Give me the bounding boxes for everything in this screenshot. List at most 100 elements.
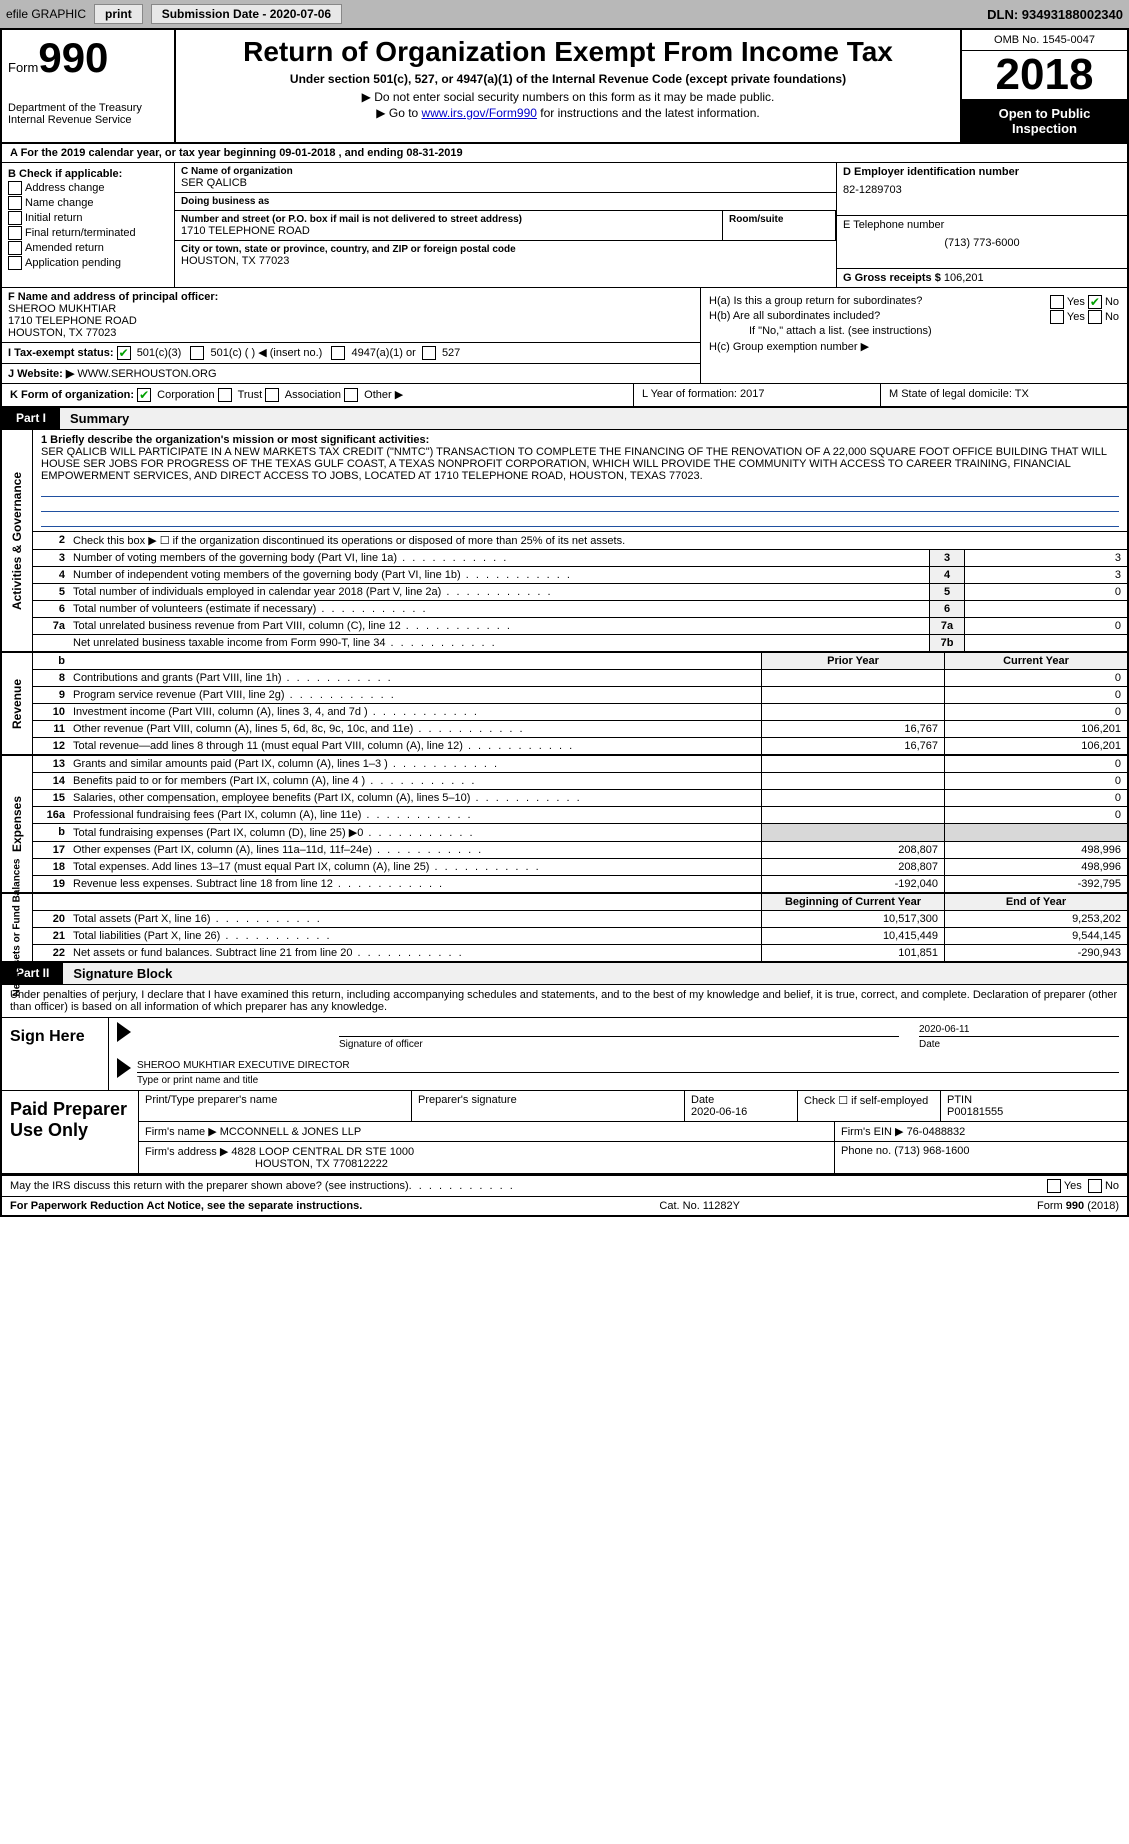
form-title: Return of Organization Exempt From Incom… [186, 36, 950, 68]
netassets-vlabel: Net Assets or Fund Balances [2, 894, 33, 961]
chk-other[interactable] [344, 388, 358, 402]
na-prior: 10,517,300 [761, 911, 944, 927]
gov-label: Total number of individuals employed in … [69, 584, 929, 600]
part-i-tag: Part I [2, 408, 60, 429]
arrow-icon-2 [117, 1058, 131, 1078]
chk-hb-yes[interactable] [1050, 310, 1064, 324]
rev-curr: 0 [944, 670, 1127, 686]
lbl-corp: Corporation [157, 389, 214, 401]
lbl-trust: Trust [238, 389, 263, 401]
chk-501c[interactable] [190, 346, 204, 360]
box-b: B Check if applicable: Address change Na… [2, 163, 175, 287]
rev-label: Contributions and grants (Part VIII, lin… [69, 670, 761, 686]
rev-curr: 106,201 [944, 721, 1127, 737]
paperwork-notice: For Paperwork Reduction Act Notice, see … [10, 1200, 362, 1212]
org-name: SER QALICB [181, 177, 830, 189]
chk-4947[interactable] [331, 346, 345, 360]
chk-ha-yes[interactable] [1050, 295, 1064, 309]
box-b-title: B Check if applicable: [8, 168, 168, 180]
gov-val: 0 [964, 584, 1127, 600]
mission-text: SER QALICB WILL PARTICIPATE IN A NEW MAR… [41, 446, 1119, 482]
gov-col: 7b [929, 635, 964, 651]
gov-col: 4 [929, 567, 964, 583]
chk-corp[interactable] [137, 388, 151, 402]
dept-treasury: Department of the TreasuryInternal Reven… [8, 102, 168, 126]
box-d-e-g: D Employer identification number 82-1289… [836, 163, 1127, 287]
na-label: Total liabilities (Part X, line 26) [69, 928, 761, 944]
section-f-h: F Name and address of principal officer:… [2, 288, 1127, 384]
row-k-l-m: K Form of organization: Corporation Trus… [2, 384, 1127, 408]
exp-prior [761, 807, 944, 823]
exp-prior: -192,040 [761, 876, 944, 892]
paid-preparer-block: Paid Preparer Use Only Print/Type prepar… [2, 1091, 1127, 1175]
chk-final-return[interactable] [8, 226, 22, 240]
dln-label: DLN: 93493188002340 [987, 7, 1123, 22]
lbl-yes2: Yes [1067, 311, 1085, 323]
lbl-name-change: Name change [25, 197, 94, 209]
print-button[interactable]: print [94, 4, 143, 24]
governance-section: Activities & Governance 1 Briefly descri… [2, 430, 1127, 653]
note2-pre: ▶ Go to [376, 106, 421, 120]
chk-app-pending[interactable] [8, 256, 22, 270]
tax-year: 2018 [962, 51, 1127, 100]
form-word: Form [8, 60, 38, 75]
open-to-public: Open to Public Inspection [962, 100, 1127, 142]
chk-name-change[interactable] [8, 196, 22, 210]
rev-prior [761, 687, 944, 703]
exp-label: Total expenses. Add lines 13–17 (must eq… [69, 859, 761, 875]
chk-ha-no[interactable] [1088, 295, 1102, 309]
chk-amended[interactable] [8, 241, 22, 255]
chk-address-change[interactable] [8, 181, 22, 195]
end-year-header: End of Year [944, 894, 1127, 910]
ha-label: H(a) Is this a group return for subordin… [709, 295, 922, 307]
chk-trust[interactable] [218, 388, 232, 402]
gov-val [964, 601, 1127, 617]
gov-val: 0 [964, 618, 1127, 634]
na-curr: 9,544,145 [944, 928, 1127, 944]
top-toolbar: efile GRAPHIC print Submission Date - 20… [0, 0, 1129, 28]
exp-prior: 208,807 [761, 859, 944, 875]
irs-link[interactable]: www.irs.gov/Form990 [422, 106, 537, 120]
firm-ein-label: Firm's EIN ▶ [841, 1126, 904, 1138]
firm-ein: 76-0488832 [907, 1126, 966, 1138]
sig-officer-label: Signature of officer [339, 1039, 899, 1050]
prep-name-header: Print/Type preparer's name [139, 1091, 412, 1121]
exp-prior [761, 824, 944, 841]
prep-date: 2020-06-16 [691, 1106, 747, 1118]
signature-block: Under penalties of perjury, I declare th… [2, 985, 1127, 1197]
lbl-address-change: Address change [25, 182, 105, 194]
header-center: Return of Organization Exempt From Incom… [176, 30, 960, 142]
gov-val: 3 [964, 550, 1127, 566]
chk-hb-no[interactable] [1088, 310, 1102, 324]
chk-501c3[interactable] [117, 346, 131, 360]
exp-curr: 0 [944, 756, 1127, 772]
na-prior: 10,415,449 [761, 928, 944, 944]
lbl-amended: Amended return [25, 242, 104, 254]
chk-initial-return[interactable] [8, 211, 22, 225]
gov-col: 3 [929, 550, 964, 566]
chk-discuss-yes[interactable] [1047, 1179, 1061, 1193]
prep-date-label: Date [691, 1094, 714, 1106]
rev-curr: 0 [944, 687, 1127, 703]
exp-curr: 498,996 [944, 842, 1127, 858]
ein-value: 82-1289703 [843, 184, 1121, 196]
na-curr: 9,253,202 [944, 911, 1127, 927]
year-formation: L Year of formation: 2017 [633, 384, 880, 406]
firm-addr-label: Firm's address ▶ [145, 1146, 228, 1158]
lbl-initial-return: Initial return [25, 212, 82, 224]
chk-discuss-no[interactable] [1088, 1179, 1102, 1193]
phone-value: (713) 773-6000 [843, 237, 1121, 249]
firm-addr2: HOUSTON, TX 770812222 [255, 1158, 388, 1170]
gov-val [964, 635, 1127, 651]
paid-preparer-label: Paid Preparer Use Only [2, 1091, 139, 1173]
may-discuss-row: May the IRS discuss this return with the… [2, 1175, 1127, 1197]
chk-527[interactable] [422, 346, 436, 360]
cat-no: Cat. No. 11282Y [362, 1200, 1037, 1212]
line-a: A For the 2019 calendar year, or tax yea… [2, 144, 1127, 163]
gov-val: 3 [964, 567, 1127, 583]
chk-assoc[interactable] [265, 388, 279, 402]
mission-label: 1 Briefly describe the organization's mi… [41, 434, 1119, 446]
firm-phone: (713) 968-1600 [894, 1145, 969, 1157]
firm-phone-label: Phone no. [841, 1145, 891, 1157]
current-year-header: Current Year [944, 653, 1127, 669]
